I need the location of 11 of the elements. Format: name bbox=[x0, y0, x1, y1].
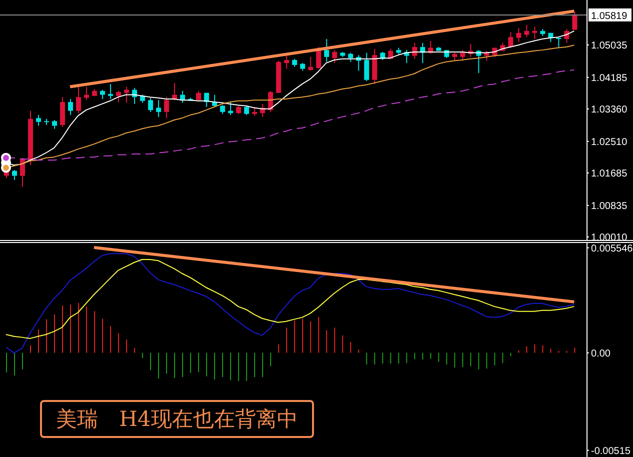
y-tick-label: -0.00515 bbox=[591, 446, 631, 457]
y-tick-label: 1.05035 bbox=[591, 40, 628, 52]
y-tick-label: 0.005546 bbox=[591, 243, 633, 254]
y-tick-label: 1.03360 bbox=[591, 104, 628, 116]
y-tick-label: 0.00 bbox=[591, 348, 611, 360]
y-tick-label: 1.02510 bbox=[591, 136, 628, 148]
y-tick-label: 1.00835 bbox=[591, 200, 628, 212]
ref-line-label: 1.05819 bbox=[591, 10, 628, 22]
annotation: 美瑞 H4现在也在背离中 bbox=[40, 400, 314, 438]
y-tick-label: 1.04185 bbox=[591, 72, 628, 84]
y-tick-label: 1.01685 bbox=[591, 168, 628, 180]
